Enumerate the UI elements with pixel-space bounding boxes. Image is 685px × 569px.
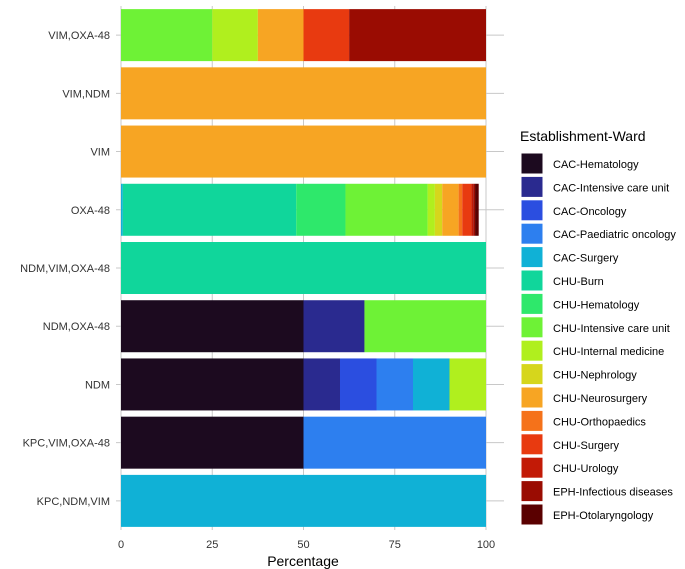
legend-label: CHU-Surgery <box>553 440 620 452</box>
y-tick-label: OXA-48 <box>71 205 110 217</box>
bar-3-15 <box>475 183 479 236</box>
bar-2-10 <box>121 125 486 178</box>
bar-7-3 <box>303 416 486 469</box>
legend-key <box>520 175 544 198</box>
x-tick-label: 50 <box>297 539 309 551</box>
legend-label: CHU-Orthopaedics <box>553 416 646 428</box>
bar-3-13 <box>471 183 474 236</box>
bars <box>121 9 486 527</box>
bar-3-4 <box>121 183 123 236</box>
y-tick-label: NDM,VIM,OXA-48 <box>20 263 110 275</box>
legend-key <box>520 316 544 339</box>
bar-6-0 <box>121 358 304 411</box>
legend-key <box>520 433 544 456</box>
x-tick-label: 100 <box>477 539 495 551</box>
legend-label: EPH-Otolaryngology <box>553 510 654 522</box>
bar-3-8 <box>427 183 435 236</box>
legend-key <box>520 292 544 315</box>
x-axis-title: Percentage <box>267 553 339 569</box>
bar-6-1 <box>303 358 340 411</box>
legend-label: CHU-Hematology <box>553 299 640 311</box>
legend: Establishment-Ward CAC-Hematology CAC-Int… <box>520 128 676 526</box>
bar-3-11 <box>458 183 463 236</box>
bar-7-0 <box>121 416 304 469</box>
legend-key <box>520 269 544 292</box>
bar-0-14 <box>349 9 486 62</box>
bar-6-2 <box>340 358 377 411</box>
y-tick-label: VIM,NDM <box>62 88 110 100</box>
legend-label: CHU-Nephrology <box>553 370 637 382</box>
bar-0-12 <box>303 9 350 62</box>
bar-3-14 <box>473 183 476 236</box>
bar-6-8 <box>449 358 486 411</box>
x-tick-label: 0 <box>118 539 124 551</box>
y-axis-ticks: VIM,OXA-48 VIM,NDM VIM OXA-48 NDM,VIM,OXA-48… <box>20 30 110 508</box>
x-tick-label: 25 <box>206 539 218 551</box>
legend-label: CAC-Hematology <box>553 159 639 171</box>
legend-key <box>520 409 544 432</box>
legend-label: CAC-Intensive care unit <box>553 182 669 194</box>
legend-key <box>520 246 544 269</box>
bar-3-12 <box>462 183 472 236</box>
bar-5-0 <box>121 300 304 353</box>
legend-key <box>520 363 544 386</box>
y-tick-label: NDM <box>85 379 110 391</box>
bar-3-9 <box>434 183 443 236</box>
legend-key <box>520 339 544 362</box>
legend-key <box>520 456 544 479</box>
legend-key <box>520 199 544 222</box>
bar-0-7 <box>121 9 213 62</box>
y-tick-label: KPC,NDM,VIM <box>37 496 110 508</box>
y-tick-label: KPC,VIM,OXA-48 <box>23 438 110 450</box>
legend-key <box>520 152 544 175</box>
legend-label: CAC-Paediatric oncology <box>553 229 676 241</box>
legend-label: CHU-Intensive care unit <box>553 323 670 335</box>
bar-4-5 <box>121 242 486 294</box>
y-tick-label: VIM,OXA-48 <box>48 30 110 42</box>
bar-6-4 <box>413 358 450 411</box>
bar-6-3 <box>376 358 413 411</box>
legend-label: CAC-Oncology <box>553 206 627 218</box>
legend-label: EPH-Infectious diseases <box>553 487 673 499</box>
legend-key <box>520 222 544 245</box>
legend-key <box>520 480 544 503</box>
bar-3-10 <box>442 183 459 236</box>
bar-1-10 <box>121 67 486 120</box>
bar-5-7 <box>364 300 486 353</box>
bar-0-8 <box>212 9 258 62</box>
y-tick-label: VIM <box>90 147 110 159</box>
bar-3-5 <box>122 183 297 236</box>
legend-label: CHU-Burn <box>553 276 604 288</box>
x-axis-ticks: 0 25 50 75 100 <box>118 539 495 551</box>
bar-5-1 <box>303 300 365 353</box>
legend-label: CHU-Neurosurgery <box>553 393 648 405</box>
bar-3-6 <box>296 183 346 236</box>
legend-label: CAC-Surgery <box>553 253 619 265</box>
y-tick-label: NDM,OXA-48 <box>43 321 110 333</box>
bar-0-10 <box>257 9 304 62</box>
legend-key <box>520 503 544 526</box>
legend-key <box>520 386 544 409</box>
legend-label: CHU-Urology <box>553 463 619 475</box>
legend-title: Establishment-Ward <box>520 128 646 144</box>
bar-8-4 <box>121 474 486 527</box>
x-tick-label: 75 <box>389 539 401 551</box>
bar-3-7 <box>345 183 428 236</box>
legend-label: CHU-Internal medicine <box>553 346 664 358</box>
